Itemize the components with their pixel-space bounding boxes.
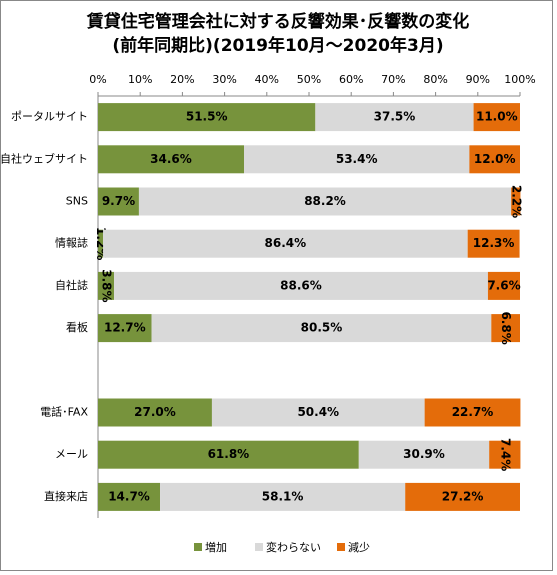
- x-tick-label: 20%: [170, 73, 194, 86]
- bar-segment: [244, 145, 470, 174]
- bar-segment: [160, 482, 406, 511]
- legend-label: 増加: [205, 541, 227, 554]
- chart-subtitle: (前年同期比)(2019年10月～2020年3月): [112, 35, 443, 56]
- data-label: 88.2%: [304, 194, 346, 208]
- data-label: 37.5%: [374, 110, 416, 124]
- data-label: 51.5%: [186, 110, 228, 124]
- x-tick-label: 40%: [255, 73, 279, 86]
- data-label: 27.0%: [134, 405, 176, 419]
- x-tick-label: 80%: [423, 73, 447, 86]
- y-tick-label: ポータルサイト: [11, 110, 88, 123]
- bar-segment: [98, 145, 245, 174]
- bar-segment: [511, 187, 521, 216]
- data-label: 80.5%: [301, 321, 343, 335]
- x-tick-label: 90%: [466, 73, 490, 86]
- y-tick-label: SNS: [66, 195, 88, 208]
- x-tick-label: 70%: [381, 73, 405, 86]
- data-label: 58.1%: [262, 489, 304, 503]
- data-label: 88.6%: [280, 278, 322, 292]
- data-label: 14.7%: [108, 489, 150, 503]
- bar-segment: [491, 314, 520, 343]
- bar-segment: [405, 482, 520, 511]
- y-tick-label: 直接来店: [44, 489, 88, 503]
- data-label: 12.7%: [104, 321, 146, 335]
- data-label: 9.7%: [102, 194, 135, 208]
- bar-segment: [98, 314, 152, 343]
- data-label: 22.7%: [452, 405, 494, 419]
- data-label: 86.4%: [265, 236, 307, 250]
- legend-label: 減少: [348, 540, 370, 554]
- bar-segment: [467, 229, 520, 258]
- y-tick-label: 自社誌: [55, 278, 88, 292]
- bar-segment: [98, 271, 115, 300]
- data-label: 7.6%: [487, 278, 520, 292]
- bar-segment: [424, 398, 521, 427]
- data-label: 2.2%: [509, 185, 523, 218]
- bar-segment: [211, 398, 425, 427]
- bar-segment: [489, 440, 521, 469]
- bar-segment: [103, 229, 468, 258]
- y-tick-label: 情報誌: [55, 236, 88, 250]
- bar-segment: [469, 145, 520, 174]
- data-label: 12.3%: [473, 236, 515, 250]
- bar-segment: [138, 187, 512, 216]
- data-label: 30.9%: [403, 447, 445, 461]
- legend-swatch: [194, 543, 202, 551]
- x-tick-label: 60%: [339, 73, 363, 86]
- bar-segment: [151, 314, 492, 343]
- bar-segment: [98, 103, 316, 132]
- y-tick-label: 看板: [66, 320, 88, 334]
- data-label: 61.8%: [208, 447, 250, 461]
- x-tick-label: 10%: [128, 73, 152, 86]
- bar-segment: [487, 271, 520, 300]
- bar-segment: [98, 398, 212, 427]
- data-label: 50.4%: [297, 405, 339, 419]
- legend-label: 変わらない: [266, 540, 321, 554]
- bar-segment: [358, 440, 490, 469]
- bar-segment: [98, 440, 359, 469]
- x-tick-label: 30%: [212, 73, 236, 86]
- data-label: 12.0%: [474, 152, 516, 166]
- x-tick-label: 100%: [504, 73, 535, 86]
- data-label: 11.0%: [476, 110, 518, 124]
- chart-title: 賃貸住宅管理会社に対する反響効果･反響数の変化: [86, 11, 470, 32]
- y-tick-label: 電話･FAX: [40, 405, 88, 419]
- bar-segment: [114, 271, 488, 300]
- data-label: 6.8%: [499, 311, 513, 344]
- bar-segment: [98, 187, 139, 216]
- data-label: 3.8%: [100, 269, 114, 302]
- bar-segment: [473, 103, 520, 132]
- y-tick-label: メール: [55, 448, 88, 461]
- data-label: 27.2%: [442, 489, 484, 503]
- legend-swatch: [337, 543, 345, 551]
- bar-segment: [98, 482, 161, 511]
- bar-segment: [98, 229, 104, 258]
- data-label: 53.4%: [336, 152, 378, 166]
- x-tick-label: 0%: [89, 73, 106, 86]
- x-tick-label: 50%: [297, 73, 321, 86]
- data-label: 34.6%: [150, 152, 192, 166]
- data-label: 7.4%: [498, 438, 512, 471]
- legend-swatch: [255, 543, 263, 551]
- y-tick-label: 自社ウェブサイト: [0, 151, 88, 165]
- bar-segment: [315, 103, 474, 132]
